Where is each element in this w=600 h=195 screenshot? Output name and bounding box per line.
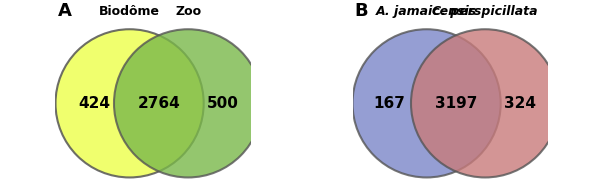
Text: Zoo: Zoo xyxy=(175,4,201,18)
Text: 324: 324 xyxy=(504,96,536,111)
Circle shape xyxy=(411,29,559,177)
Text: 2764: 2764 xyxy=(137,96,180,111)
Text: 3197: 3197 xyxy=(434,96,477,111)
Text: 424: 424 xyxy=(79,96,110,111)
Text: Biodôme: Biodôme xyxy=(99,4,160,18)
Circle shape xyxy=(114,29,262,177)
Text: C. perspicillata: C. perspicillata xyxy=(433,4,538,18)
Text: A. jamaicensis: A. jamaicensis xyxy=(376,4,477,18)
Text: B: B xyxy=(355,2,368,20)
Text: 167: 167 xyxy=(374,96,406,111)
Circle shape xyxy=(56,29,204,177)
Circle shape xyxy=(353,29,501,177)
Text: A: A xyxy=(58,2,71,20)
Text: 500: 500 xyxy=(207,96,239,111)
